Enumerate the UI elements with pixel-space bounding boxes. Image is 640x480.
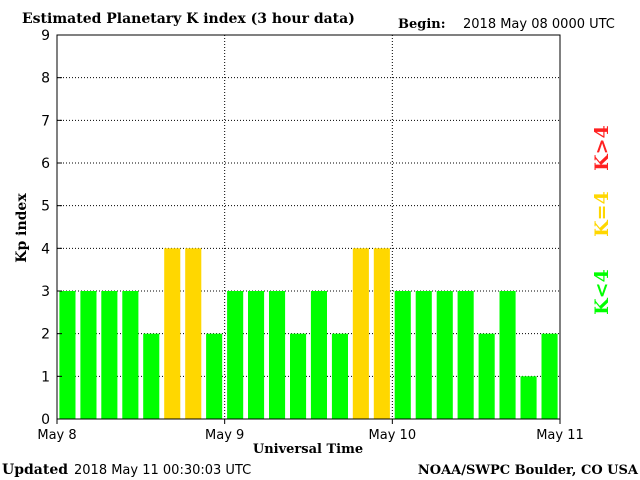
y-tick-label: 5 [41, 199, 50, 215]
x-tick-label: May 10 [369, 428, 417, 443]
x-tick-labels: May 8 May 9 May 10 May 11 [37, 419, 584, 443]
kp-bar [101, 291, 118, 419]
legend-k-equal-4: K=4 [591, 191, 613, 237]
updated-value: 2018 May 11 00:30:03 UTC [74, 463, 251, 478]
y-tick-label: 0 [41, 412, 50, 428]
kp-bar [206, 333, 223, 419]
kp-bar [331, 333, 348, 419]
y-tick-label: 4 [41, 241, 50, 257]
y-tick-labels: 0 1 2 3 4 5 6 7 8 9 [41, 28, 62, 428]
legend-k-less-4: K<4 [591, 269, 613, 315]
y-tick-label: 3 [41, 284, 50, 300]
kp-bar [143, 333, 160, 419]
kp-bar [457, 291, 474, 419]
kp-bar [373, 248, 390, 419]
x-tick-label: May 9 [205, 428, 244, 443]
kp-bar [59, 291, 76, 419]
kp-bar [248, 291, 265, 419]
bars-group [59, 248, 558, 419]
kp-bar [164, 248, 181, 419]
kp-bar [415, 291, 432, 419]
kp-bar [310, 291, 327, 419]
kp-bar [80, 291, 97, 419]
x-tick-label: May 11 [536, 428, 584, 443]
grid-lines [57, 35, 560, 419]
source-credit: NOAA/SWPC Boulder, CO USA [418, 463, 639, 478]
kp-bar [394, 291, 411, 419]
kp-bar [541, 333, 558, 419]
begin-value: 2018 May 08 0000 UTC [463, 17, 615, 32]
y-tick-label: 7 [41, 113, 50, 129]
kp-bar [227, 291, 244, 419]
kp-bar [269, 291, 286, 419]
y-tick-label: 8 [41, 71, 50, 87]
kp-bar [352, 248, 369, 419]
begin-label: Begin: [398, 17, 446, 32]
x-tick-label: May 8 [37, 428, 76, 443]
kp-bar [499, 291, 516, 419]
plot-frame [56, 34, 561, 420]
kp-bar [185, 248, 202, 419]
kp-bar [478, 333, 495, 419]
chart-title: Estimated Planetary K index (3 hour data… [22, 11, 355, 27]
x-axis-label: Universal Time [253, 442, 363, 457]
legend-k-greater-4: K>4 [591, 125, 613, 171]
y-axis-label: Kp index [14, 193, 30, 263]
y-tick-label: 9 [41, 28, 50, 44]
kp-bar [436, 291, 453, 419]
updated-label: Updated [2, 462, 68, 478]
kp-bar [520, 376, 537, 419]
kp-bar [122, 291, 139, 419]
y-tick-label: 1 [41, 369, 50, 385]
y-tick-label: 2 [41, 327, 50, 343]
y-tick-label: 6 [41, 156, 50, 172]
kp-bar [290, 333, 307, 419]
